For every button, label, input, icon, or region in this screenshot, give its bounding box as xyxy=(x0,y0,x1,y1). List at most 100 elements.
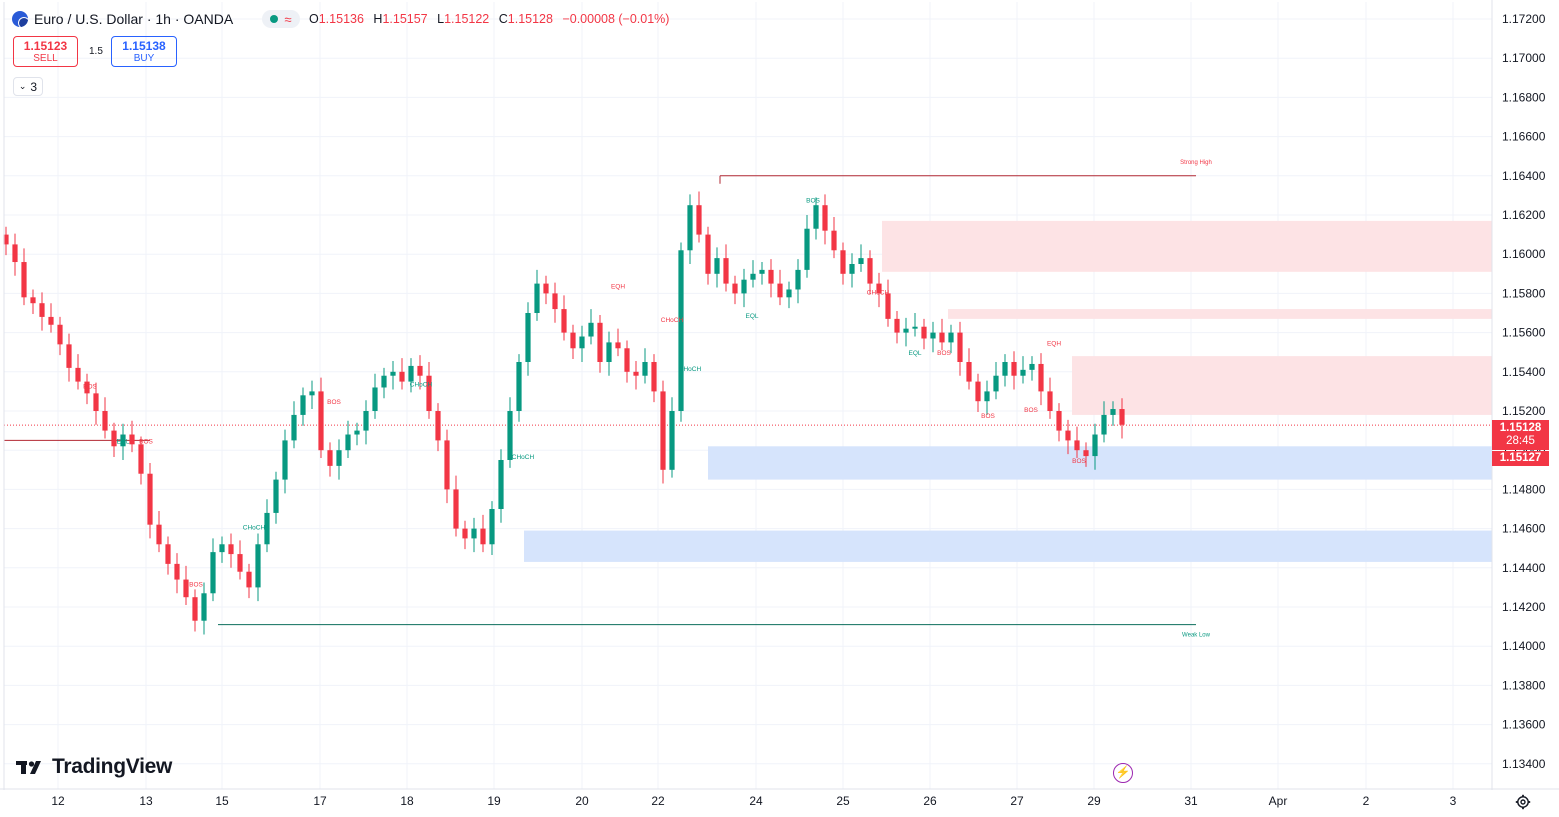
chevron-down-icon: ⌄ xyxy=(18,81,27,91)
candle-body xyxy=(768,269,774,284)
buy-button[interactable]: 1.15138 BUY xyxy=(111,36,177,67)
buy-price: 1.15138 xyxy=(122,39,166,53)
candle-body xyxy=(561,309,567,333)
candle-body xyxy=(39,303,45,317)
candle-body xyxy=(255,544,261,588)
candle-body xyxy=(390,371,396,376)
candle-body xyxy=(885,293,891,319)
indicators-count: 3 xyxy=(30,79,38,94)
candle-body xyxy=(48,316,54,325)
structure-label: CHoCH xyxy=(243,525,266,532)
candle-body xyxy=(831,230,837,251)
candle-body xyxy=(111,430,117,447)
candle-body xyxy=(750,273,756,280)
candle-body xyxy=(588,322,594,337)
candle-body xyxy=(957,332,963,362)
demand-zone[interactable] xyxy=(524,530,1492,562)
candle-body xyxy=(228,544,234,555)
candle-body xyxy=(1047,391,1053,411)
current-price-tag: 1.15128 28:45 xyxy=(1492,420,1549,450)
candle-body xyxy=(498,460,504,509)
structure-label: CHoCH xyxy=(410,382,433,389)
candle-body xyxy=(624,348,630,372)
supply-zone[interactable] xyxy=(882,220,1492,272)
candle-body xyxy=(165,544,171,564)
flash-icon[interactable]: ⚡ xyxy=(1113,763,1133,783)
supply-zone[interactable] xyxy=(1072,356,1492,415)
candle-body xyxy=(408,365,414,382)
candle-body xyxy=(318,391,324,451)
structure-label: EQL xyxy=(908,350,921,357)
time-axis-label: 20 xyxy=(575,794,589,808)
market-status[interactable]: ≈ xyxy=(262,10,300,28)
structure-label: CHoCH xyxy=(867,289,890,296)
candle-body xyxy=(615,342,621,349)
structure-label: EQH xyxy=(1047,340,1061,347)
candle-body xyxy=(903,328,909,333)
change-value: −0.00008 (−0.01%) xyxy=(562,12,670,26)
price-axis-label: 1.13800 xyxy=(1502,678,1546,692)
candle-body xyxy=(993,375,999,392)
close-value: 1.15128 xyxy=(507,12,553,26)
candle-body xyxy=(201,593,207,621)
structure-label: BOS xyxy=(83,384,97,391)
indicators-toggle[interactable]: ⌄ 3 xyxy=(13,77,43,96)
candle-body xyxy=(462,528,468,539)
supply-zone[interactable] xyxy=(948,309,1492,319)
price-axis-label: 1.14600 xyxy=(1502,522,1546,536)
candle-body xyxy=(651,362,657,392)
price-axis-label: 1.15200 xyxy=(1502,404,1546,418)
candle-body xyxy=(975,381,981,402)
structure-label: BOS xyxy=(806,197,820,204)
price-axis-label: 1.16800 xyxy=(1502,90,1546,104)
candle-body xyxy=(660,391,666,470)
candle-body xyxy=(93,393,99,411)
candle-body xyxy=(354,430,360,435)
time-axis-label: 31 xyxy=(1184,794,1198,808)
time-axis-label: 2 xyxy=(1363,794,1370,808)
candle-body xyxy=(1002,362,1008,376)
candle-body xyxy=(939,332,945,343)
candle-body xyxy=(507,411,513,460)
time-axis-label: 3 xyxy=(1450,794,1457,808)
candle-body xyxy=(687,205,693,251)
candle-body xyxy=(435,411,441,441)
price-axis-label: 1.16400 xyxy=(1502,169,1546,183)
price-axis-label: 1.16600 xyxy=(1502,130,1546,144)
gear-icon[interactable] xyxy=(1515,794,1531,810)
candle-body xyxy=(480,528,486,545)
strong-high-label: Strong High xyxy=(1180,160,1212,166)
candle-body xyxy=(399,371,405,382)
high-value: 1.15157 xyxy=(382,12,428,26)
candle-body xyxy=(516,362,522,411)
candle-body xyxy=(426,375,432,411)
candle-body xyxy=(786,289,792,298)
sell-button[interactable]: 1.15123 SELL xyxy=(13,36,78,67)
candle-body xyxy=(363,411,369,431)
candle-body xyxy=(1056,411,1062,431)
candle-body xyxy=(597,322,603,362)
candle-body xyxy=(183,579,189,598)
candle-body xyxy=(849,264,855,274)
demand-zone[interactable] xyxy=(708,446,1492,480)
candle-body xyxy=(1020,369,1026,376)
candle-body xyxy=(642,362,648,376)
candle-body xyxy=(579,336,585,349)
eurusd-flag-icon xyxy=(12,11,28,27)
price-axis-label: 1.14000 xyxy=(1502,639,1546,653)
price-axis-label: 1.16200 xyxy=(1502,208,1546,222)
tradingview-logo[interactable]: TradingView xyxy=(16,755,172,779)
candle-body xyxy=(984,391,990,402)
candle-body xyxy=(570,332,576,349)
candle-body xyxy=(1074,440,1080,451)
symbol-title[interactable]: Euro / U.S. Dollar · 1h · OANDA xyxy=(34,11,234,27)
candle-body xyxy=(30,297,36,304)
price-axis-label: 1.17200 xyxy=(1502,12,1546,26)
candle-body xyxy=(3,234,9,245)
time-axis-label: 29 xyxy=(1087,794,1101,808)
structure-label: CHoCH xyxy=(661,317,684,324)
candle-body xyxy=(381,375,387,388)
candle-body xyxy=(120,434,126,447)
candle-body xyxy=(471,528,477,539)
